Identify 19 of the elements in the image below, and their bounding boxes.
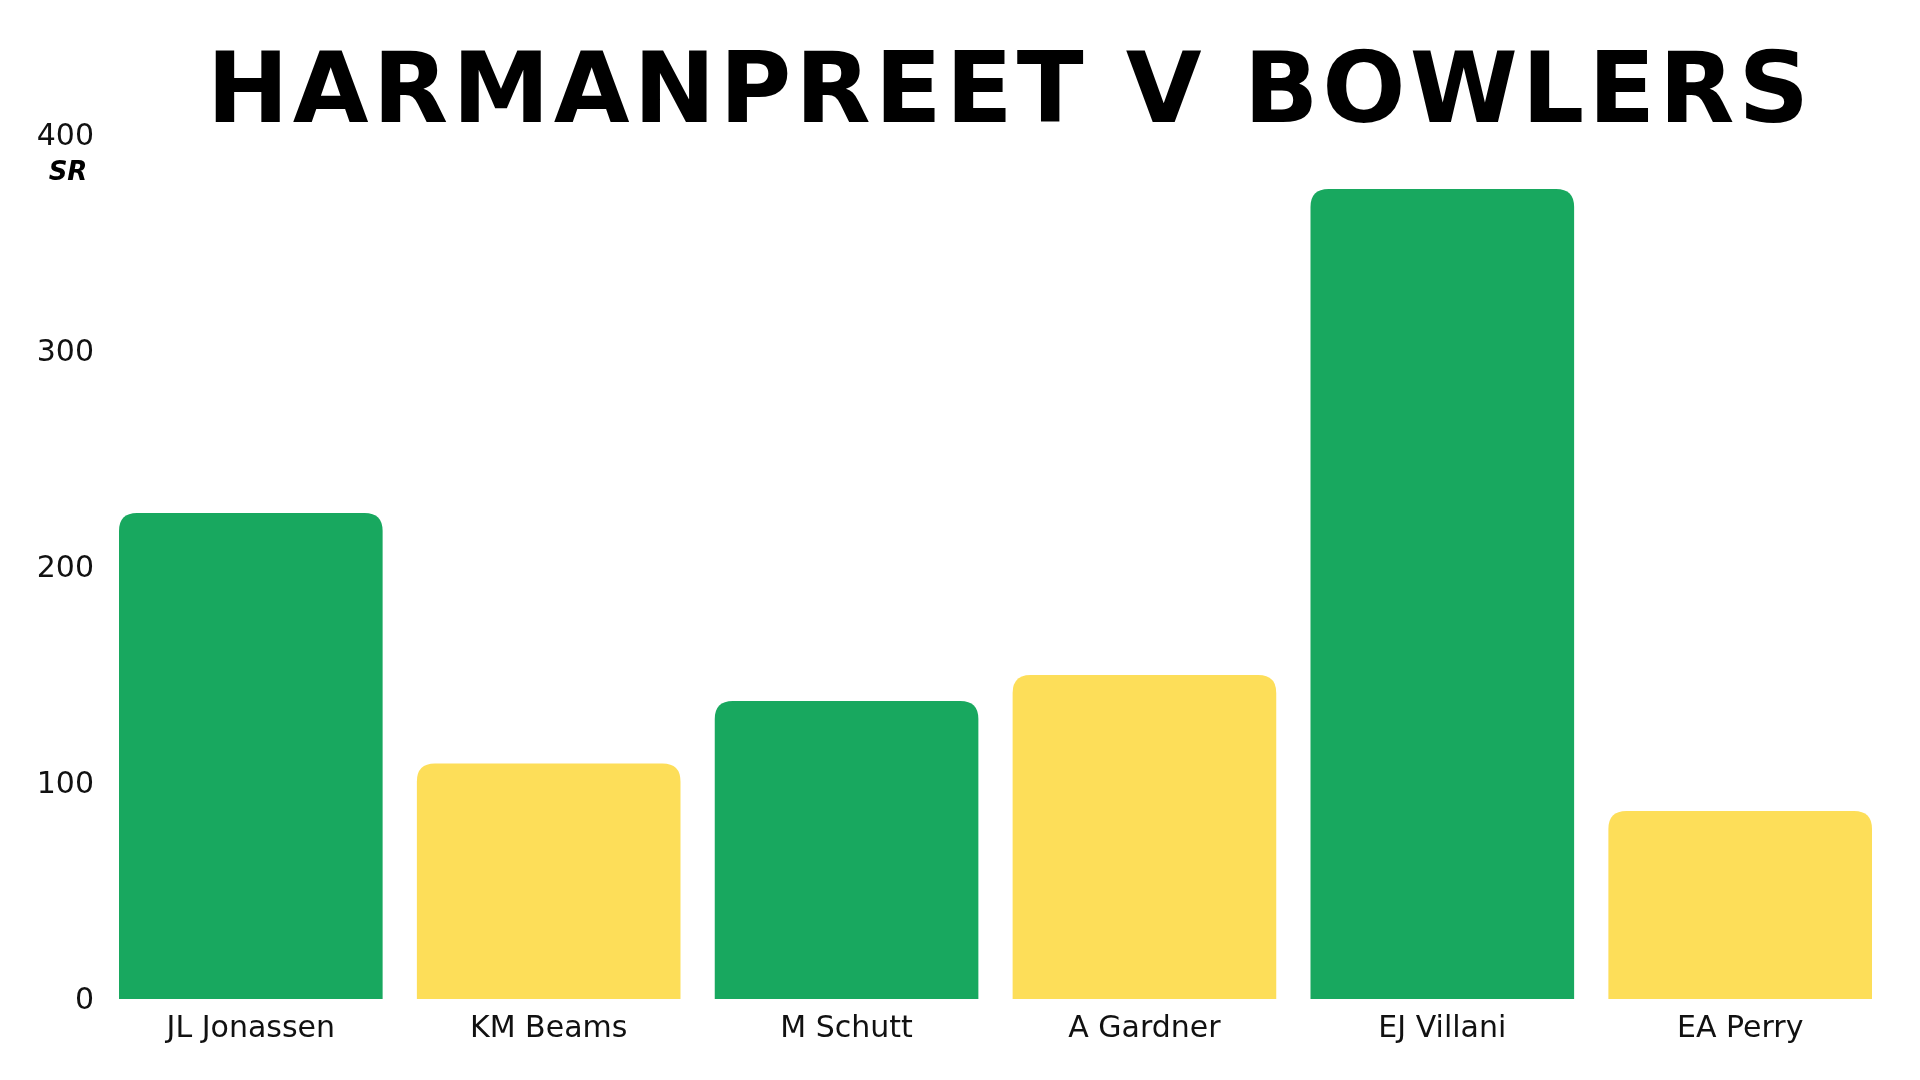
x-tick-label: KM Beams bbox=[470, 1009, 628, 1045]
bar bbox=[1012, 675, 1277, 999]
x-tick-label: M Schutt bbox=[780, 1009, 914, 1045]
y-tick-label: 100 bbox=[36, 765, 94, 801]
y-tick-label: 300 bbox=[36, 333, 94, 369]
y-tick-label: 0 bbox=[74, 981, 94, 1017]
bar bbox=[119, 513, 383, 999]
x-tick-label: JL Jonassen bbox=[164, 1009, 336, 1045]
bar bbox=[1310, 189, 1575, 999]
y-tick-label: 400 bbox=[36, 117, 94, 153]
bar bbox=[714, 700, 979, 999]
x-tick-label: EA Perry bbox=[1676, 1009, 1804, 1045]
x-tick-label: EJ Villani bbox=[1378, 1009, 1507, 1045]
chart-title: HARMANPREET V BOWLERS bbox=[206, 31, 1814, 145]
y-axis-title: SR bbox=[48, 156, 88, 186]
bar bbox=[416, 763, 681, 999]
y-tick-label: 200 bbox=[36, 549, 94, 585]
x-tick-label: A Gardner bbox=[1068, 1009, 1222, 1045]
bar bbox=[1608, 811, 1872, 999]
